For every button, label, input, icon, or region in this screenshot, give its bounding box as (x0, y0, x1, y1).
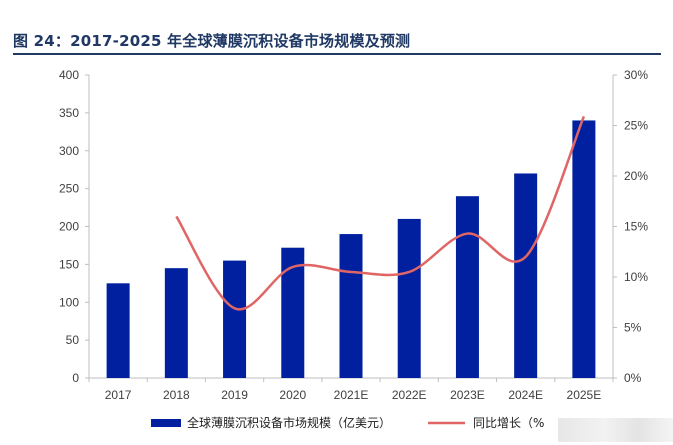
y-right-tick-label: 15% (624, 220, 648, 234)
y-right-tick-label: 0% (624, 371, 642, 385)
title-underline (13, 53, 661, 55)
legend-swatch-bar (151, 419, 181, 427)
y-left-tick-label: 100 (59, 295, 79, 309)
x-tick-label: 2021E (334, 388, 369, 402)
chart-title: 图 24：2017-2025 年全球薄膜沉积设备市场规模及预测 (13, 32, 411, 50)
legend-label-bar: 全球薄膜沉积设备市场规模（亿美元） (187, 415, 391, 430)
y-left-tick-label: 200 (59, 220, 79, 234)
x-tick-label: 2025E (567, 388, 602, 402)
x-tick-label: 2020 (279, 388, 306, 402)
y-right-tick-label: 5% (624, 321, 642, 335)
bar (223, 260, 247, 378)
x-tick-label: 2017 (105, 388, 132, 402)
growth-line (175, 115, 586, 311)
x-tick-label: 2019 (221, 388, 248, 402)
y-left-tick-label: 0 (72, 371, 79, 385)
y-left-tick-label: 300 (59, 144, 79, 158)
bar (164, 268, 188, 378)
bar (339, 234, 363, 378)
bar (397, 218, 421, 378)
y-left-tick-label: 50 (66, 333, 80, 347)
bar (455, 196, 479, 378)
blurred-region (558, 418, 673, 442)
x-tick-label: 2023E (450, 388, 485, 402)
y-left-tick-label: 250 (59, 182, 79, 196)
y-left-tick-label: 350 (59, 106, 79, 120)
y-left-tick-label: 400 (59, 68, 79, 82)
y-right-tick-label: 30% (624, 68, 648, 82)
legend-label-line: 同比增长（% (473, 416, 544, 430)
bar (514, 173, 538, 378)
bar (106, 283, 130, 378)
x-tick-label: 2024E (508, 388, 543, 402)
y-right-tick-label: 10% (624, 270, 648, 284)
bar (572, 120, 596, 378)
x-tick-label: 2022E (392, 388, 427, 402)
y-right-tick-label: 20% (624, 169, 648, 183)
bar (281, 247, 305, 378)
y-left-tick-label: 150 (59, 257, 79, 271)
x-tick-label: 2018 (163, 388, 190, 402)
y-right-tick-label: 25% (624, 119, 648, 133)
